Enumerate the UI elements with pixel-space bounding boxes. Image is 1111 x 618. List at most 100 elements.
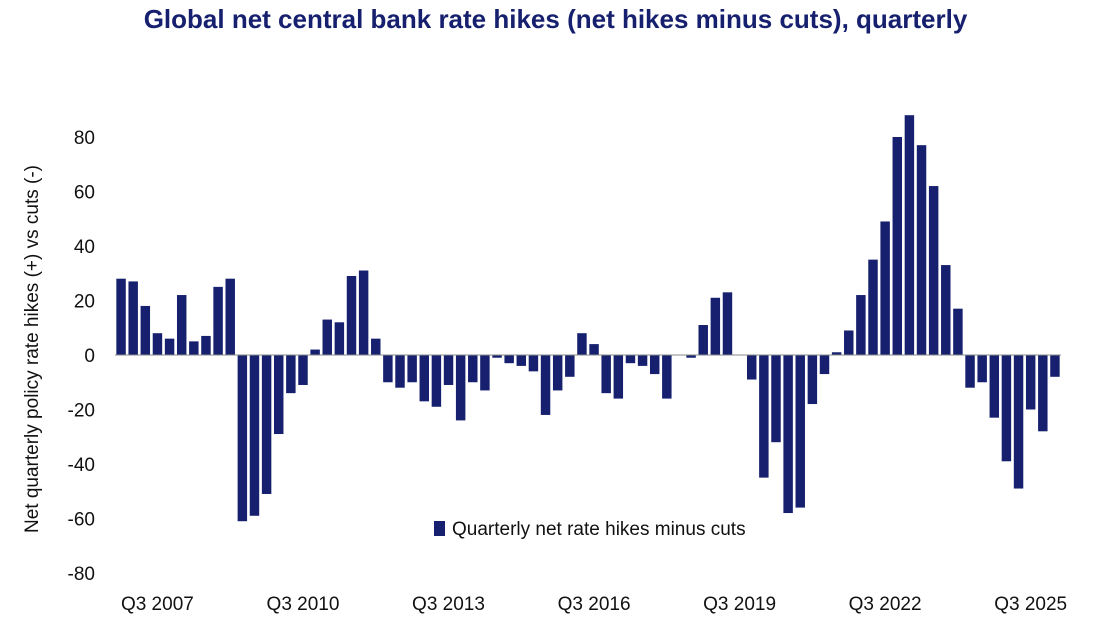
x-tick-label: Q3 2022 (849, 594, 922, 615)
y-tick-label: 0 (84, 346, 95, 367)
bar (904, 115, 915, 355)
y-tick-label: -40 (68, 455, 95, 476)
bar (783, 355, 793, 514)
bar (1038, 355, 1048, 432)
bar (1050, 355, 1060, 377)
bar (189, 341, 199, 356)
bar (928, 186, 939, 355)
bar (759, 355, 769, 478)
bar (322, 319, 332, 355)
bar (346, 275, 357, 356)
bar (528, 355, 539, 372)
bar (455, 355, 466, 421)
bar (504, 355, 514, 364)
bar (565, 355, 575, 377)
bar (686, 355, 696, 358)
bar (916, 145, 927, 355)
bar (831, 352, 842, 355)
bar (989, 355, 1000, 418)
y-tick-label: -60 (68, 510, 95, 531)
bar (977, 355, 987, 383)
bar (371, 338, 381, 355)
bar (856, 295, 866, 355)
bar (431, 355, 442, 407)
bar (589, 344, 599, 355)
bar (286, 355, 296, 394)
bar (807, 355, 818, 405)
y-tick-label: 20 (74, 292, 95, 313)
bars (116, 115, 1060, 522)
bar (443, 355, 454, 385)
y-tick-label: 60 (74, 183, 95, 204)
bar (395, 355, 405, 388)
bar (152, 333, 163, 355)
bar (613, 355, 624, 399)
bar (747, 355, 757, 380)
bar (358, 270, 369, 355)
y-tick-label: -80 (68, 564, 95, 585)
x-tick-label: Q3 2010 (267, 594, 340, 615)
y-axis-ticks: 80 60 40 20 0 -20 -40 -60 -80 (68, 128, 95, 585)
bar (334, 322, 345, 355)
bar (201, 335, 211, 355)
bar (953, 308, 963, 356)
bar (552, 355, 563, 391)
x-axis-ticks: Q3 2007 Q3 2010 Q3 2013 Q3 2016 Q3 2019 Q3 20… (121, 594, 1067, 615)
x-tick-label: Q3 2016 (558, 594, 631, 615)
bar (892, 137, 902, 355)
bar (868, 259, 878, 356)
legend-label: Quarterly net rate hikes minus cuts (452, 519, 746, 540)
legend-swatch (434, 521, 445, 536)
bar (225, 278, 235, 355)
bar (795, 355, 805, 508)
y-tick-label: -20 (68, 401, 95, 422)
bar (383, 355, 393, 383)
bar (310, 349, 320, 355)
bar (1013, 355, 1024, 489)
bar (516, 355, 527, 366)
bar (298, 355, 308, 385)
bar (261, 355, 272, 494)
bar (1001, 355, 1012, 462)
bar (698, 325, 708, 355)
bar (1025, 355, 1036, 410)
bar (577, 333, 587, 355)
bar (249, 355, 260, 516)
bar (601, 355, 611, 394)
bar (237, 355, 248, 522)
y-tick-label: 80 (74, 128, 95, 149)
bar (941, 265, 951, 355)
bar (710, 297, 721, 355)
x-tick-label: Q3 2007 (121, 594, 194, 615)
x-tick-label: Q3 2025 (994, 594, 1067, 615)
bar (213, 286, 223, 356)
bar (649, 355, 660, 375)
chart-title: Global net central bank rate hikes (net … (143, 4, 968, 34)
bar (637, 355, 648, 366)
legend: Quarterly net rate hikes minus cuts (434, 519, 746, 540)
x-tick-label: Q3 2013 (412, 594, 485, 615)
bar (468, 355, 478, 383)
bar (419, 355, 429, 402)
bar (540, 355, 551, 415)
bar (844, 330, 854, 356)
bar (116, 278, 126, 355)
bar (722, 292, 733, 355)
y-axis-label: Net quarterly policy rate hikes (+) vs c… (22, 165, 43, 533)
bar (140, 305, 151, 355)
bar (480, 355, 490, 391)
bar (274, 355, 284, 435)
bar (625, 355, 636, 364)
bar (662, 355, 672, 399)
y-tick-label: 40 (74, 237, 95, 258)
bar (176, 295, 187, 355)
bar (771, 355, 781, 443)
bar (965, 355, 975, 388)
bar (492, 355, 502, 358)
bar (128, 281, 138, 356)
bar (819, 355, 830, 375)
bar (407, 355, 417, 383)
x-tick-label: Q3 2019 (703, 594, 776, 615)
bar (880, 221, 890, 355)
